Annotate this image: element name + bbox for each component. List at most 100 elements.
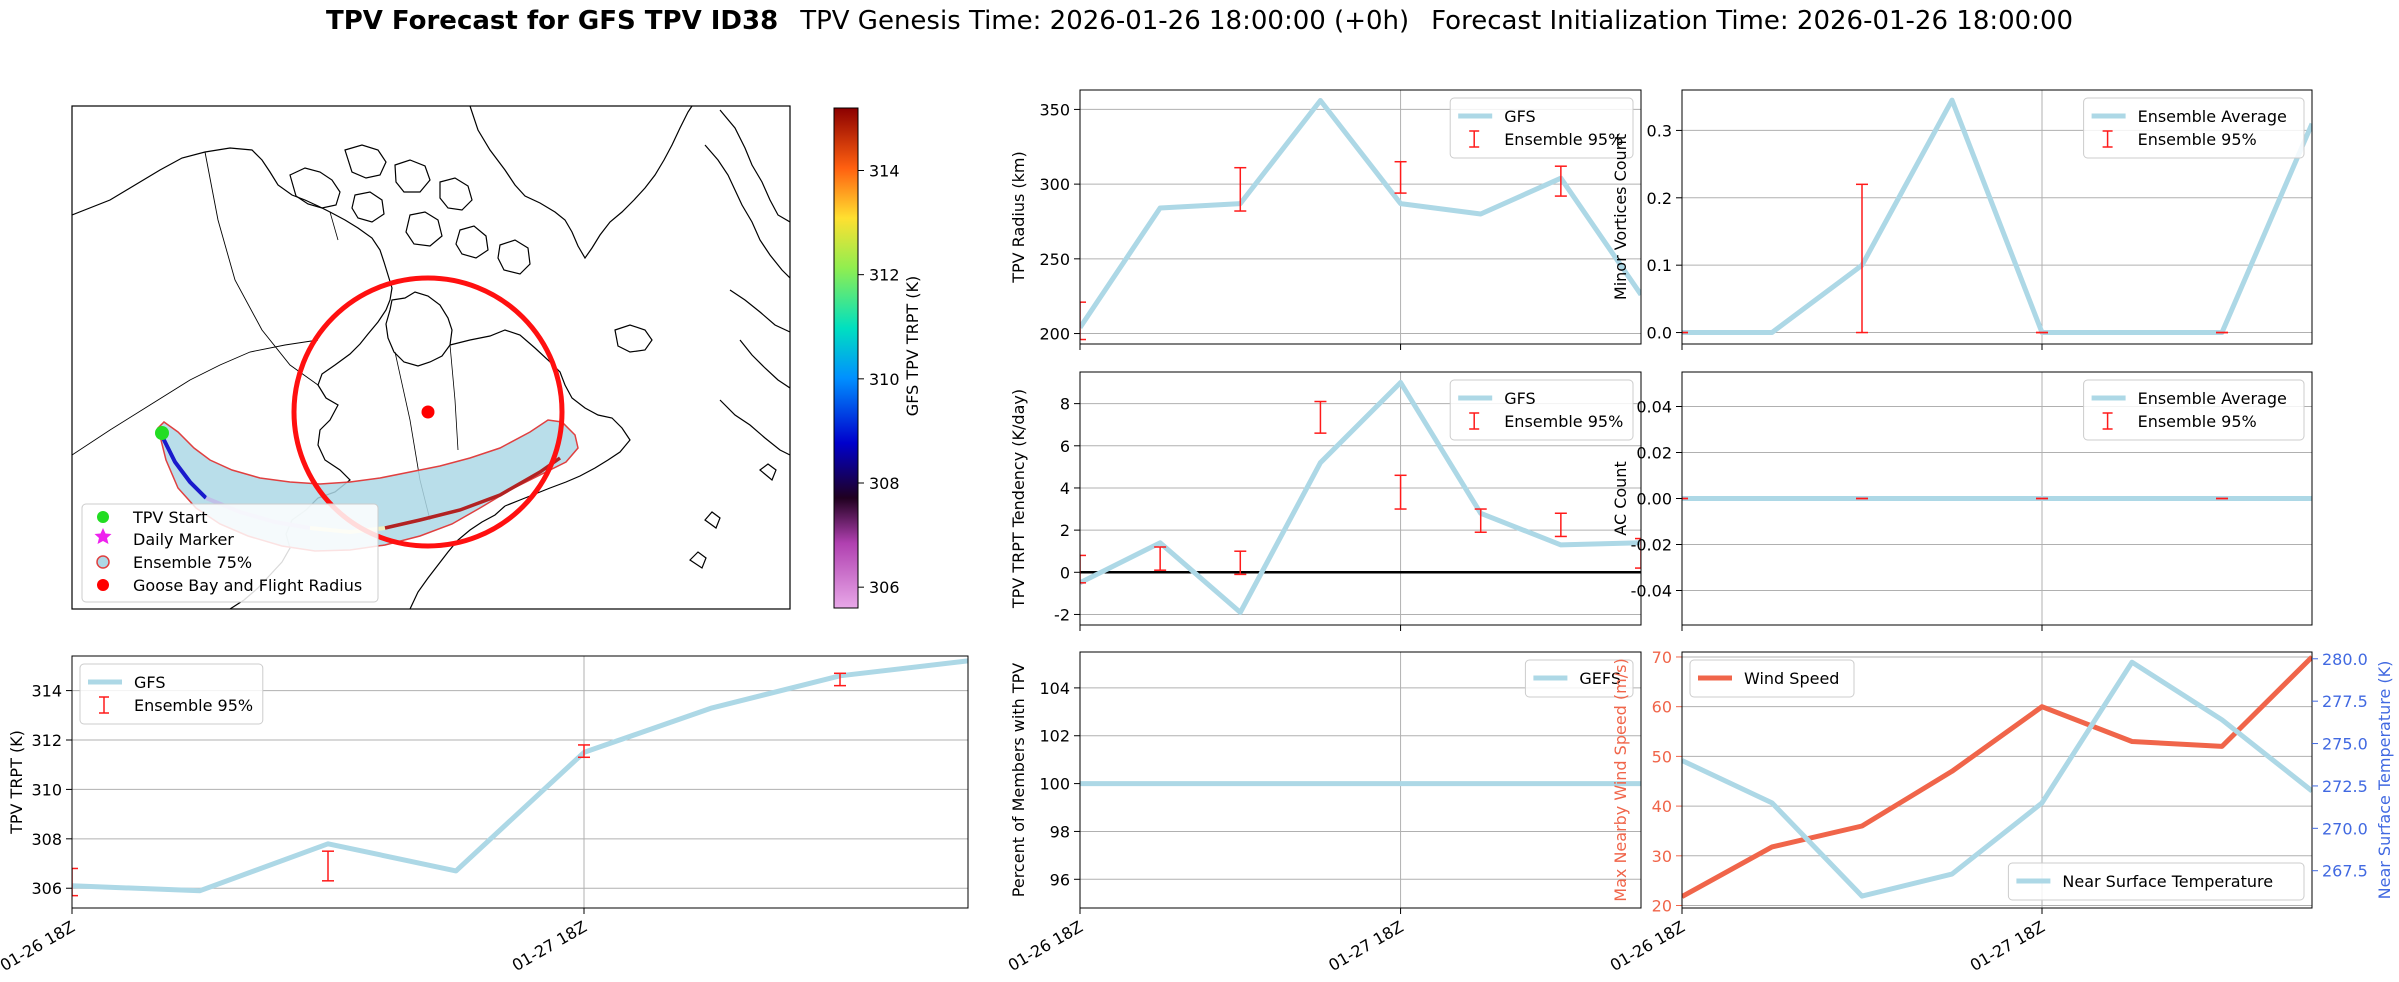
ac-frame bbox=[1681, 371, 2313, 626]
trpt-plot-area bbox=[72, 658, 968, 897]
colorbar-tick-label-2: 310 bbox=[869, 370, 900, 389]
minor-errorbar-1 bbox=[1856, 183, 1868, 334]
radius-legend-label-1: Ensemble 95% bbox=[1504, 130, 1623, 149]
tendency-legend-label-1: Ensemble 95% bbox=[1504, 412, 1623, 431]
coastline-greenland bbox=[469, 106, 693, 260]
tendency-ytick-label-0: -2 bbox=[1054, 605, 1070, 624]
colorbar-tick-label-1: 308 bbox=[869, 474, 900, 493]
tendency-legend: GFS Ensemble 95% bbox=[1449, 379, 1634, 441]
wind-ytick-label-4: 60 bbox=[1652, 698, 1672, 717]
trpt-xtick-label-1: 01-27 18Z bbox=[509, 917, 590, 975]
colorbar-tick-label-4: 314 bbox=[869, 162, 900, 181]
colorbar-tick-label-0: 306 bbox=[869, 578, 900, 597]
minor-plot-area bbox=[1682, 97, 2312, 335]
wind-ytick-label-1: 30 bbox=[1652, 847, 1672, 866]
country-border bbox=[72, 151, 319, 456]
percent-ytick-label-3: 102 bbox=[1039, 727, 1070, 746]
wind-ytick2-label-3: 275.0 bbox=[2322, 735, 2368, 754]
coastline-islands-east bbox=[689, 463, 777, 569]
map-legend: TPV Start Daily Marker Ensemble 75% Goos… bbox=[81, 503, 379, 603]
trpt-ytick-label-2: 310 bbox=[31, 780, 62, 799]
legend-daily-marker-icon bbox=[94, 528, 112, 544]
chart-ac: -0.04 -0.02 0.00 0.02 0.04 AC Count Ensemble A… bbox=[1611, 371, 2313, 631]
trpt-xtick-label-0: 01-26 18Z bbox=[0, 917, 78, 975]
percent-xtick-label-1: 01-27 18Z bbox=[1325, 917, 1406, 975]
chart-tendency: -2 0 2 4 6 8 TPV TRPT Tendency (K/day) GFS Ensem… bbox=[1009, 371, 1642, 631]
radius-ytick-label-3: 350 bbox=[1039, 100, 1070, 119]
chart-minor: 0.0 0.1 0.2 0.3 Minor Vortices Count Ensemble… bbox=[1611, 89, 2313, 350]
wind-ytick-label-5: 70 bbox=[1652, 648, 1672, 667]
tendency-ylabel: TPV TRPT Tendency (K/day) bbox=[1009, 389, 1028, 609]
trpt-errorbar-1 bbox=[322, 850, 334, 882]
percent-ylabel: Percent of Members with TPV bbox=[1009, 663, 1028, 897]
radius-legend: GFS Ensemble 95% bbox=[1449, 97, 1634, 159]
wind-legend-box bbox=[1689, 659, 1855, 698]
wind-frame bbox=[1681, 651, 2313, 909]
chart-radius: 200 250 300 350 TPV Radius (km) GFS Ensemble 9… bbox=[1009, 89, 1642, 350]
tendency-errorbar-7 bbox=[1635, 537, 1641, 569]
wind-ytick2-label-4: 277.5 bbox=[2322, 692, 2368, 711]
percent-legend-label-0: GEFS bbox=[1579, 669, 1621, 688]
trpt-errorbar-3 bbox=[834, 672, 846, 687]
trpt-series-0 bbox=[72, 658, 968, 894]
trpt-ytick-label-4: 314 bbox=[31, 682, 62, 701]
colorbar-label: GFS TPV TRPT (K) bbox=[903, 276, 922, 416]
radius-ytick-label-1: 250 bbox=[1039, 250, 1070, 269]
wind-legend: Wind Speed bbox=[1689, 659, 1855, 698]
legend-goose-icon bbox=[97, 579, 109, 591]
tendency-ytick-label-2: 2 bbox=[1060, 521, 1070, 540]
wind-legend2-box bbox=[2007, 862, 2305, 901]
ac-legend-label-1: Ensemble 95% bbox=[2138, 412, 2257, 431]
radius-frame bbox=[1079, 89, 1642, 345]
tendency-errorbar-1 bbox=[1154, 546, 1167, 571]
minor-legend-box bbox=[2083, 97, 2305, 159]
wind-xtick-label-1: 01-27 18Z bbox=[1967, 917, 2048, 975]
map-frame bbox=[71, 105, 791, 610]
goose-bay-marker bbox=[421, 405, 435, 419]
trpt-legend-label-1: Ensemble 95% bbox=[134, 696, 253, 715]
tendency-legend-label-0: GFS bbox=[1504, 389, 1535, 408]
tendency-errorbar-4 bbox=[1394, 474, 1407, 510]
percent-ytick-label-4: 104 bbox=[1039, 679, 1070, 698]
tendency-ytick-label-5: 8 bbox=[1060, 395, 1070, 414]
ac-ytick-label-0: -0.04 bbox=[1631, 582, 1672, 601]
tendency-series-0 bbox=[1080, 380, 1641, 615]
trpt-colored-track-1 bbox=[158, 431, 208, 500]
trpt-legend-label-0: GFS bbox=[134, 673, 165, 692]
tendency-errorbar-5 bbox=[1474, 508, 1487, 533]
coastline-europe bbox=[704, 109, 790, 456]
goose-bay-flight-radius bbox=[291, 275, 565, 549]
ac-ytick-label-3: 0.02 bbox=[1636, 444, 1672, 463]
wind-ytick2-label-2: 272.5 bbox=[2322, 777, 2368, 796]
coastline-arctic-islands bbox=[289, 144, 531, 275]
minor-ytick-label-0: 0.0 bbox=[1647, 324, 1672, 343]
ac-legend: Ensemble Average Ensemble 95% bbox=[2083, 379, 2305, 441]
minor-ytick-label-2: 0.2 bbox=[1647, 189, 1672, 208]
wind-ylabel2: Near Surface Temperature (K) bbox=[2375, 661, 2394, 900]
tendency-errorbar-3 bbox=[1314, 400, 1327, 434]
percent-legend: GEFS bbox=[1524, 659, 1634, 698]
coastline-labrador bbox=[449, 329, 631, 507]
colorbar-tick-label-3: 312 bbox=[869, 266, 900, 285]
wind-plot-area bbox=[1682, 655, 2312, 899]
trpt-errorbar-2 bbox=[578, 744, 590, 759]
radius-errorbar-1 bbox=[1234, 166, 1247, 212]
trpt-ytick-label-3: 312 bbox=[31, 731, 62, 750]
colorbar-ticks: 306 308 310 312 314 bbox=[858, 162, 900, 597]
trpt-frame bbox=[71, 655, 969, 909]
chart-percent: 96 98 100 102 104 01-26 18Z 01-27 18Z Percent o… bbox=[1005, 651, 1642, 975]
radius-errorbar-3 bbox=[1554, 165, 1567, 197]
minor-legend-label-0: Ensemble Average bbox=[2138, 107, 2287, 126]
radius-ytick-label-2: 300 bbox=[1039, 175, 1070, 194]
wind-ytick2-label-1: 270.0 bbox=[2322, 819, 2368, 838]
trpt-ylabel: TPV TRPT (K) bbox=[7, 730, 26, 835]
tendency-errorbar-6 bbox=[1554, 512, 1567, 538]
ac-ytick-label-1: -0.02 bbox=[1631, 536, 1672, 555]
map-panel: TPV Start Daily Marker Ensemble 75% Goos… bbox=[71, 105, 791, 610]
ac-legend-box bbox=[2083, 379, 2305, 441]
ac-ylabel: AC Count bbox=[1611, 461, 1630, 535]
title-bold: TPV Forecast for GFS TPV ID38 bbox=[325, 6, 779, 36]
legend-daily-label: Daily Marker bbox=[133, 530, 234, 549]
tendency-plot-area bbox=[1080, 380, 1641, 615]
